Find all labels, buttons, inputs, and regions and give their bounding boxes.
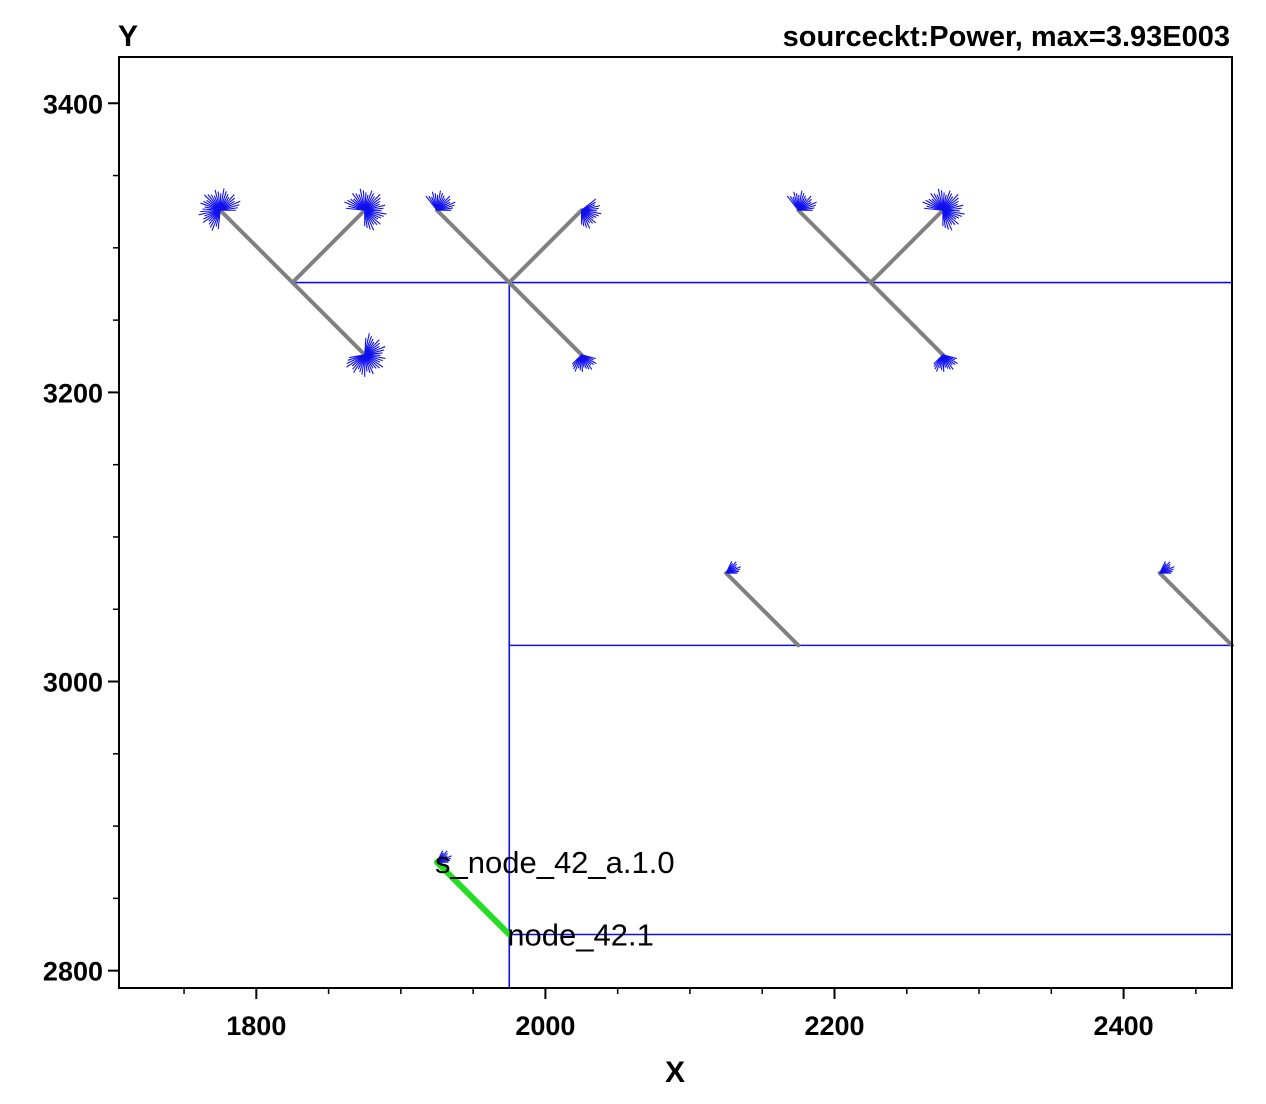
load-spoke bbox=[425, 195, 438, 211]
load-spoke bbox=[725, 561, 733, 574]
load-spoke bbox=[217, 210, 221, 230]
branch-segment bbox=[868, 280, 945, 357]
chart-title: sourceckt:Power, max=3.93E003 bbox=[783, 21, 1230, 53]
branch-segment bbox=[507, 280, 584, 357]
node-label: node_42.1 bbox=[507, 918, 654, 953]
x-tick-label: 2000 bbox=[515, 1011, 575, 1041]
load-fan-marker bbox=[571, 354, 597, 372]
ticks-layer: 1800 2000 2200 2400 2800 3000 3200 3400 bbox=[43, 89, 1197, 1041]
load-spoke bbox=[581, 354, 596, 360]
branch-segment bbox=[290, 208, 367, 285]
load-fan-marker bbox=[436, 850, 452, 863]
load-spoke bbox=[1159, 561, 1166, 574]
load-fan-marker bbox=[346, 333, 386, 377]
load-fan-marker bbox=[725, 561, 741, 574]
x-tick-label: 2400 bbox=[1094, 1011, 1154, 1041]
x-tick-label: 1800 bbox=[226, 1011, 286, 1041]
load-spoke bbox=[345, 207, 365, 211]
load-fan-marker bbox=[786, 190, 817, 211]
load-spoke bbox=[436, 850, 444, 863]
x-tick-label: 2200 bbox=[804, 1011, 864, 1041]
branch-segment bbox=[724, 571, 801, 648]
y-tick-label: 3400 bbox=[43, 89, 103, 119]
load-spoke bbox=[942, 354, 958, 360]
node-labels-layer: s_node_42_a.1.0 node_42.1 bbox=[435, 845, 675, 952]
branch-segment bbox=[218, 208, 295, 285]
x-axis-title: X bbox=[665, 1056, 685, 1089]
y-axis-title: Y bbox=[118, 20, 138, 53]
wires-layer bbox=[292, 281, 1232, 988]
y-tick-label: 3200 bbox=[43, 378, 103, 408]
plot-frame bbox=[118, 56, 1233, 989]
branches-layer bbox=[218, 208, 1234, 938]
branch-segment bbox=[796, 208, 873, 285]
highlighted-branch-segment bbox=[434, 859, 513, 938]
load-fan-marker bbox=[425, 190, 456, 211]
load-fan-marker bbox=[198, 188, 241, 231]
y-tick-label: 2800 bbox=[43, 957, 103, 987]
y-tick-label: 3000 bbox=[43, 668, 103, 698]
load-fan-marker bbox=[580, 198, 602, 229]
load-spoke bbox=[364, 337, 367, 355]
load-fan-marker bbox=[922, 188, 965, 231]
load-spoke bbox=[786, 195, 799, 211]
load-fan-marker bbox=[1159, 561, 1175, 574]
load-fan-marker bbox=[933, 354, 958, 372]
branch-segment bbox=[1157, 571, 1234, 648]
branch-segment bbox=[290, 280, 367, 357]
load-fan-marker bbox=[344, 188, 387, 231]
branch-segment bbox=[435, 208, 512, 285]
loads-layer bbox=[198, 188, 1175, 863]
load-spoke bbox=[924, 207, 943, 211]
branch-segment bbox=[868, 208, 945, 285]
load-spoke bbox=[581, 198, 597, 211]
branch-segment bbox=[507, 208, 584, 285]
node-label: s_node_42_a.1.0 bbox=[435, 845, 675, 880]
